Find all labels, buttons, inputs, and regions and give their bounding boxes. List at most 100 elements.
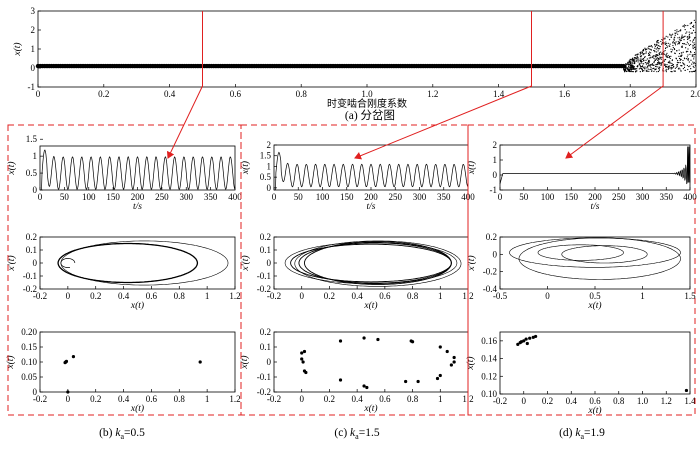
- bifurcation-point: [656, 46, 659, 48]
- bifurcation-point: [640, 52, 642, 54]
- bifurcation-point: [671, 62, 673, 65]
- bifurcation-point: [676, 50, 678, 52]
- bifurcation-point: [664, 64, 666, 66]
- bifurcation-point: [624, 70, 626, 73]
- bifurcation-point: [640, 62, 643, 64]
- bifurcation-point: [646, 58, 648, 60]
- bifurcation-point: [634, 68, 636, 70]
- bifurcation-point: [647, 68, 649, 70]
- bifurcation-point: [693, 42, 695, 44]
- bifurcation-point: [693, 24, 695, 26]
- bifurcation-point: [650, 67, 652, 69]
- x-tick-label: 1.5: [684, 291, 696, 301]
- caption-subscript: a: [120, 432, 124, 441]
- x-tick-label: -0.2: [267, 291, 281, 301]
- bifurcation-point: [656, 71, 658, 73]
- bifurcation-point: [656, 57, 659, 59]
- bifurcation-point: [649, 45, 651, 47]
- plot-bifurcation: 0 0.2 0.4 0.6 0.8 1.0 1.2 1.4 1.6 1.8 2.0-10123时变啮…: [12, 6, 700, 122]
- x-tick-label: 0.6: [589, 396, 601, 406]
- poincare-point: [416, 379, 420, 384]
- bifurcation-point: [660, 40, 662, 43]
- bifurcation-point: [642, 48, 645, 51]
- bifurcation-point: [630, 58, 632, 61]
- bifurcation-point: [682, 59, 684, 62]
- bifurcation-point: [658, 69, 660, 71]
- bifurcation-point: [686, 57, 688, 60]
- bifurcation-point: [668, 45, 670, 47]
- bifurcation-point: [667, 65, 670, 67]
- bifurcation-point: [665, 46, 667, 49]
- bifurcation-point: [685, 32, 687, 34]
- bifurcation-point: [644, 47, 646, 49]
- bifurcation-point: [636, 57, 638, 59]
- y-tick-label: -1: [490, 185, 498, 195]
- bifurcation-point: [659, 54, 661, 56]
- bifurcation-point: [670, 65, 672, 67]
- bifurcation-point: [668, 65, 671, 67]
- y-axis-label: x(t): [240, 161, 251, 175]
- bifurcation-point: [625, 64, 627, 67]
- bifurcation-point: [692, 46, 694, 48]
- phase-trajectory: [60, 240, 229, 286]
- bifurcation-point: [677, 37, 679, 39]
- bifurcation-point: [693, 54, 695, 56]
- poincare-point: [365, 385, 369, 390]
- x-tick-label: 0.2: [98, 89, 109, 99]
- bifurcation-point: [665, 66, 667, 68]
- poincare-point: [684, 388, 689, 393]
- y-axis-label: x'(t): [6, 255, 17, 271]
- x-tick-label: -0.2: [33, 291, 47, 301]
- bifurcation-point: [683, 66, 686, 68]
- panel-border: [7, 124, 242, 416]
- bifurcation-point: [682, 51, 684, 53]
- bifurcation-point: [658, 62, 660, 64]
- bifurcation-point: [634, 60, 636, 62]
- bifurcation-point: [675, 41, 677, 43]
- bifurcation-point: [672, 33, 674, 35]
- bifurcation-point: [693, 19, 695, 21]
- x-tick-label: 150: [106, 192, 120, 202]
- bifurcation-point: [646, 65, 648, 67]
- x-tick-label: 0.8: [407, 394, 419, 404]
- plot-poincare-c: -0.2 0 0.2 0.4 0.6 0.8 1 1.2-0.2-0.100.10.2x(t)…: [239, 327, 474, 414]
- bifurcation-point: [665, 68, 667, 70]
- bifurcation-point: [627, 65, 630, 68]
- bifurcation-point: [688, 35, 690, 37]
- bifurcation-point: [689, 40, 691, 42]
- x-tick-label: 0.2: [324, 394, 335, 404]
- bifurcation-point: [689, 50, 692, 53]
- bifurcation-point: [643, 59, 645, 61]
- x-axis-label: x(t): [130, 403, 144, 414]
- y-tick-label: 1.5: [26, 134, 38, 144]
- bifurcation-point: [686, 64, 688, 67]
- bifurcation-point: [623, 69, 625, 72]
- bifurcation-point: [665, 41, 667, 43]
- bifurcation-point: [633, 67, 635, 70]
- bifurcation-point: [642, 67, 644, 69]
- bifurcation-point: [645, 59, 647, 61]
- bifurcation-point: [686, 41, 688, 43]
- bifurcation-point: [630, 70, 632, 72]
- x-tick-label: 0: [36, 89, 41, 99]
- bifurcation-point: [650, 70, 653, 72]
- bifurcation-point: [654, 43, 656, 45]
- bifurcation-point: [683, 63, 685, 65]
- bifurcation-point: [653, 60, 655, 63]
- bifurcation-point: [651, 63, 654, 65]
- bifurcation-point: [691, 54, 693, 56]
- bifurcation-point: [686, 56, 688, 58]
- y-tick-label: 0.5: [26, 168, 38, 178]
- bifurcation-point: [658, 63, 660, 65]
- y-tick-label: 1.5: [260, 151, 272, 161]
- bifurcation-point: [681, 65, 683, 67]
- bifurcation-point: [645, 69, 647, 71]
- x-tick-label: 400: [228, 192, 242, 202]
- bifurcation-point: [629, 64, 631, 67]
- bifurcation-point: [660, 58, 662, 60]
- bifurcation-point: [657, 50, 659, 52]
- bifurcation-point: [690, 59, 692, 61]
- bifurcation-point: [667, 56, 669, 58]
